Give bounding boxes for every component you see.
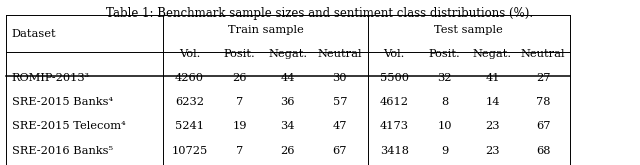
Text: Negat.: Negat. bbox=[473, 49, 512, 59]
Text: 7: 7 bbox=[236, 146, 243, 156]
Text: 5500: 5500 bbox=[380, 73, 409, 82]
Text: 19: 19 bbox=[232, 121, 247, 131]
Text: Vol.: Vol. bbox=[179, 49, 200, 59]
Text: 32: 32 bbox=[437, 73, 452, 82]
Text: SRE-2016 Banks⁵: SRE-2016 Banks⁵ bbox=[12, 146, 113, 156]
Text: 44: 44 bbox=[280, 73, 295, 82]
Text: 23: 23 bbox=[485, 121, 500, 131]
Text: Vol.: Vol. bbox=[383, 49, 405, 59]
Text: 14: 14 bbox=[485, 97, 500, 107]
Text: 36: 36 bbox=[280, 97, 295, 107]
Text: 4173: 4173 bbox=[380, 121, 409, 131]
Text: 23: 23 bbox=[485, 146, 500, 156]
Text: Posit.: Posit. bbox=[429, 49, 460, 59]
Text: 5241: 5241 bbox=[175, 121, 204, 131]
Text: Train sample: Train sample bbox=[228, 25, 303, 35]
Text: 10725: 10725 bbox=[172, 146, 207, 156]
Text: 26: 26 bbox=[280, 146, 295, 156]
Text: 10: 10 bbox=[437, 121, 452, 131]
Text: 68: 68 bbox=[536, 146, 550, 156]
Text: SRE-2015 Banks⁴: SRE-2015 Banks⁴ bbox=[12, 97, 113, 107]
Text: 41: 41 bbox=[485, 73, 500, 82]
Text: 57: 57 bbox=[333, 97, 347, 107]
Text: 4612: 4612 bbox=[380, 97, 409, 107]
Text: ROMIP-2013³: ROMIP-2013³ bbox=[12, 73, 90, 82]
Text: 67: 67 bbox=[536, 121, 550, 131]
Text: 67: 67 bbox=[333, 146, 347, 156]
Text: 3418: 3418 bbox=[380, 146, 409, 156]
Text: SRE-2015 Telecom⁴: SRE-2015 Telecom⁴ bbox=[12, 121, 125, 131]
Text: 4260: 4260 bbox=[175, 73, 204, 82]
Text: 8: 8 bbox=[441, 97, 448, 107]
Text: Neutral: Neutral bbox=[521, 49, 565, 59]
Text: Neutral: Neutral bbox=[317, 49, 362, 59]
Text: Dataset: Dataset bbox=[12, 29, 56, 39]
Text: Test sample: Test sample bbox=[435, 25, 503, 35]
Text: 26: 26 bbox=[232, 73, 247, 82]
Text: Negat.: Negat. bbox=[268, 49, 307, 59]
Text: 34: 34 bbox=[280, 121, 295, 131]
Text: 47: 47 bbox=[333, 121, 347, 131]
Text: 7: 7 bbox=[236, 97, 243, 107]
Text: 9: 9 bbox=[441, 146, 448, 156]
Text: 27: 27 bbox=[536, 73, 550, 82]
Text: Table 1: Benchmark sample sizes and sentiment class distributions (%).: Table 1: Benchmark sample sizes and sent… bbox=[106, 7, 534, 20]
Text: 30: 30 bbox=[333, 73, 347, 82]
Text: 78: 78 bbox=[536, 97, 550, 107]
Text: Posit.: Posit. bbox=[224, 49, 255, 59]
Text: 6232: 6232 bbox=[175, 97, 204, 107]
